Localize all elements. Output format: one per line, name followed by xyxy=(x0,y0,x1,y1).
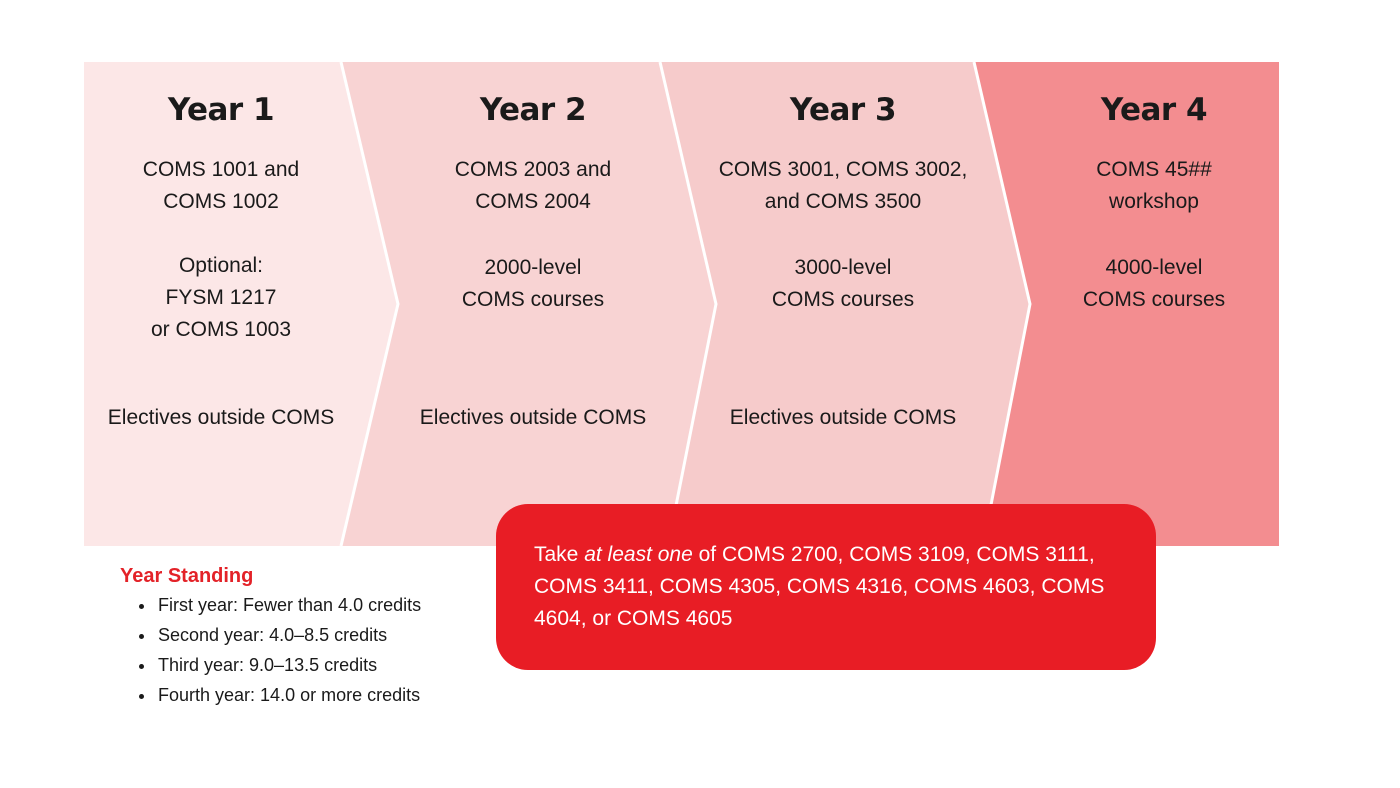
year2-core: COMS 2003 and COMS 2004 xyxy=(396,154,670,218)
year4-column: Year 4 COMS 45## workshop 4000-level COM… xyxy=(1014,62,1294,546)
divider-2 xyxy=(658,61,718,547)
year-standing-legend: Year Standing First year: Fewer than 4.0… xyxy=(120,562,421,710)
requirement-callout: Take at least one of COMS 2700, COMS 310… xyxy=(496,504,1156,670)
year2-core-line1: COMS 2003 and xyxy=(454,158,612,181)
year3-level-courses: 3000-level COMS courses xyxy=(706,252,980,316)
year-standing-item: Fourth year: 14.0 or more credits xyxy=(156,680,421,710)
year3-level-line2: COMS courses xyxy=(771,288,915,311)
year3-chevron xyxy=(660,62,1030,546)
year2-core-line2: COMS 2004 xyxy=(475,190,591,213)
year1-electives: Electives outside COMS xyxy=(107,406,335,429)
year4-core-line1: COMS 45## xyxy=(1096,158,1212,181)
year3-column: Year 3 COMS 3001, COMS 3002, and COMS 35… xyxy=(706,62,980,546)
year3-level-line1: 3000-level xyxy=(794,256,892,279)
year2-level-line1: 2000-level xyxy=(484,256,582,279)
year4-level-line2: COMS courses xyxy=(1082,288,1226,311)
year4-level-line1: 4000-level xyxy=(1105,256,1203,279)
year2-level-line2: COMS courses xyxy=(461,288,605,311)
year4-level-courses: 4000-level COMS courses xyxy=(1014,252,1294,316)
year-standing-item: First year: Fewer than 4.0 credits xyxy=(156,590,421,620)
year1-optional-line3: or COMS 1003 xyxy=(150,318,292,341)
year1-title: Year 1 xyxy=(167,92,275,128)
year-standing-list: First year: Fewer than 4.0 credits Secon… xyxy=(120,590,421,710)
year2-electives: Electives outside COMS xyxy=(419,406,647,429)
year3-electives: Electives outside COMS xyxy=(729,406,957,429)
year-standing-item: Second year: 4.0–8.5 credits xyxy=(156,620,421,650)
year1-optional-line2: FYSM 1217 xyxy=(165,286,277,309)
callout-line3: 4604, or COMS 4605 xyxy=(534,607,733,630)
year4-title: Year 4 xyxy=(1100,92,1208,128)
year2-column: Year 2 COMS 2003 and COMS 2004 2000-leve… xyxy=(396,62,670,546)
year3-core: COMS 3001, COMS 3002, and COMS 3500 xyxy=(706,154,980,218)
divider-1 xyxy=(339,61,400,547)
year1-core-line2: COMS 1002 xyxy=(163,190,279,213)
year1-chevron xyxy=(84,62,398,546)
callout-emphasis: at least one xyxy=(584,543,693,566)
year-standing-heading: Year Standing xyxy=(120,565,254,587)
year1-column: Year 1 COMS 1001 and COMS 1002 Optional:… xyxy=(84,62,358,546)
callout-prefix: Take xyxy=(534,543,585,566)
year3-core-line2: and COMS 3500 xyxy=(764,190,922,213)
callout-line2: COMS 3411, COMS 4305, COMS 4316, COMS 46… xyxy=(534,575,1105,598)
year4-core: COMS 45## workshop xyxy=(1014,154,1294,218)
callout-line1: Take at least one of COMS 2700, COMS 310… xyxy=(534,539,1120,571)
year4-chevron xyxy=(974,62,1279,546)
year4-core-line2: workshop xyxy=(1109,190,1199,213)
year3-core-line1: COMS 3001, COMS 3002, xyxy=(718,158,968,181)
year2-title: Year 2 xyxy=(479,92,587,128)
year1-optional-line1: Optional: xyxy=(178,254,264,277)
divider-3 xyxy=(972,61,1032,547)
year2-chevron xyxy=(341,62,716,546)
year3-title: Year 3 xyxy=(789,92,897,128)
year-standing-item: Third year: 9.0–13.5 credits xyxy=(156,650,421,680)
year2-level-courses: 2000-level COMS courses xyxy=(396,252,670,316)
callout-line1-rest: of COMS 2700, COMS 3109, COMS 3111, xyxy=(692,543,1095,566)
year1-core-line1: COMS 1001 and xyxy=(142,158,300,181)
year1-optional: Optional: FYSM 1217 or COMS 1003 xyxy=(84,250,358,346)
year1-core: COMS 1001 and COMS 1002 xyxy=(84,154,358,218)
